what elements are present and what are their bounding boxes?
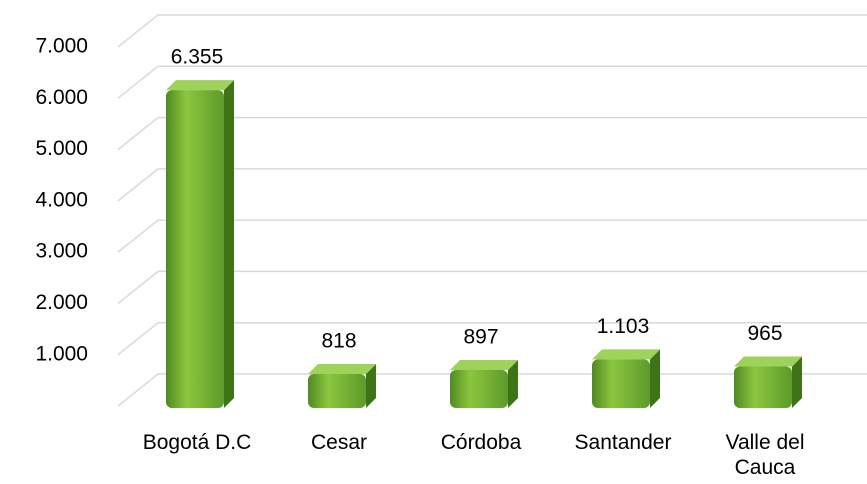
x-tick-label: Santander [574, 431, 672, 454]
grid-line [117, 116, 867, 151]
grid-line [117, 14, 867, 48]
bar-top [166, 80, 234, 91]
bar-top [734, 356, 802, 367]
y-tick-label: 2.000 [35, 291, 88, 314]
y-tick-label: 6.000 [35, 86, 88, 109]
x-tick-label: Valle del Cauca [725, 431, 805, 479]
data-label: 818 [321, 330, 356, 353]
bar-front [734, 366, 792, 408]
bar [734, 356, 802, 408]
x-tick-label: Cesar [310, 431, 368, 454]
bar-side [366, 364, 376, 408]
x-tick-label: Córdoba [440, 431, 522, 454]
data-label: 965 [747, 322, 782, 345]
bar [450, 359, 518, 408]
bar-top [308, 364, 376, 375]
grid-line [117, 321, 867, 356]
grid-line [117, 168, 867, 202]
data-label: 1.103 [597, 315, 650, 338]
y-tick-label: 1.000 [35, 342, 88, 365]
grid-line [117, 219, 867, 253]
grid-line [117, 270, 867, 305]
bar-side [508, 359, 518, 408]
bar-top [592, 349, 660, 360]
bar [166, 80, 234, 408]
x-tick-label: Bogotá D.C [142, 431, 252, 454]
bar [308, 364, 376, 408]
y-tick-label: 4.000 [35, 188, 88, 211]
y-tick-label: 3.000 [35, 240, 88, 263]
bar-side [650, 349, 660, 408]
bar-side [224, 80, 234, 408]
bar-front [592, 359, 650, 408]
bar-side [792, 356, 802, 408]
bar-front [450, 369, 508, 408]
bar-top [450, 359, 518, 370]
data-label: 897 [463, 326, 498, 349]
y-tick-label: 5.000 [35, 137, 88, 160]
data-label: 6.355 [171, 46, 224, 69]
y-tick-label: 7.000 [35, 35, 88, 58]
bar [592, 349, 660, 408]
grid-line [117, 65, 867, 99]
bar-front [166, 90, 224, 408]
bar-front [308, 374, 366, 408]
